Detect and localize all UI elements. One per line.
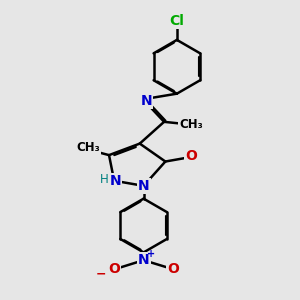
- Text: O: O: [108, 262, 120, 276]
- Text: +: +: [147, 249, 155, 259]
- Text: −: −: [96, 267, 106, 280]
- Text: N: N: [140, 94, 152, 108]
- Text: N: N: [138, 179, 149, 193]
- Text: N: N: [110, 174, 121, 188]
- Text: O: O: [167, 262, 179, 276]
- Text: H: H: [100, 173, 109, 186]
- Text: O: O: [185, 149, 197, 164]
- Text: Cl: Cl: [169, 14, 184, 28]
- Text: CH₃: CH₃: [77, 141, 100, 154]
- Text: CH₃: CH₃: [179, 118, 203, 131]
- Text: N: N: [138, 253, 149, 267]
